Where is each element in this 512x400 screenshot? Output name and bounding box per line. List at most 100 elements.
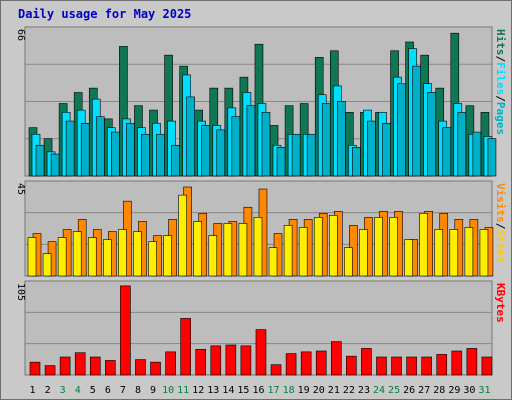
x-label-23: 23 <box>358 385 370 396</box>
bar-kbytes-26 <box>406 356 417 376</box>
x-label-31: 31 <box>478 385 490 396</box>
bar-kbytes-30 <box>466 348 478 376</box>
bar-kbytes-28 <box>436 354 448 376</box>
bar-kbytes-19 <box>300 351 312 376</box>
bar-sites-15 <box>238 223 248 277</box>
bar-sites-16 <box>253 217 263 277</box>
x-label-29: 29 <box>448 385 460 396</box>
legend-visits: Visits <box>494 183 507 223</box>
bar-kbytes-8 <box>135 359 146 376</box>
legend-kbytes: KBytes <box>494 283 507 323</box>
bar-kbytes-21 <box>330 341 342 376</box>
bar-pages-23 <box>367 120 376 177</box>
bar-sites-11 <box>178 194 187 277</box>
bar-kbytes-10 <box>165 351 176 376</box>
x-label-15: 15 <box>237 385 249 396</box>
bar-pages-20 <box>321 103 331 177</box>
bar-sites-27 <box>419 213 428 277</box>
bar-pages-2 <box>50 153 60 177</box>
bar-pages-28 <box>442 127 452 177</box>
bar-sites-22 <box>344 247 353 277</box>
x-label-8: 8 <box>135 385 141 396</box>
bar-sites-5 <box>87 237 97 277</box>
x-label-2: 2 <box>45 385 51 396</box>
x-label-25: 25 <box>388 385 400 396</box>
bar-pages-14 <box>231 116 241 177</box>
legend-hits: Hits <box>494 29 507 56</box>
bar-sites-19 <box>298 227 308 277</box>
bar-kbytes-5 <box>89 356 101 376</box>
bar-sites-9 <box>148 241 157 277</box>
bar-pages-4 <box>80 122 90 177</box>
x-label-19: 19 <box>298 385 310 396</box>
bar-kbytes-29 <box>451 350 463 376</box>
bar-pages-8 <box>141 133 150 177</box>
bar-sites-17 <box>268 247 278 277</box>
bar-kbytes-25 <box>391 356 402 376</box>
bar-pages-29 <box>457 111 467 177</box>
legend-sites: Sites <box>494 229 507 262</box>
legend-files: Files <box>494 62 507 95</box>
bar-kbytes-18 <box>285 353 297 376</box>
bar-pages-17 <box>276 147 286 177</box>
bar-sites-24 <box>374 217 383 277</box>
bar-pages-30 <box>472 131 482 177</box>
bar-kbytes-12 <box>195 348 207 376</box>
page-title: Daily usage for May 2025 <box>18 7 192 21</box>
bar-sites-21 <box>328 215 338 277</box>
bar-sites-18 <box>283 225 293 277</box>
x-label-10: 10 <box>162 385 174 396</box>
bar-pages-7 <box>126 122 135 177</box>
bar-sites-29 <box>449 229 459 277</box>
bar-sites-25 <box>389 217 398 277</box>
bar-pages-31 <box>487 138 497 177</box>
bar-kbytes-15 <box>240 345 252 376</box>
bar-sites-14 <box>223 223 233 277</box>
bar-sites-6 <box>103 239 112 277</box>
bar-pages-27 <box>427 92 436 177</box>
bar-kbytes-22 <box>346 355 357 376</box>
ymax-label-visits-sites: 45 <box>15 183 26 195</box>
bar-kbytes-1 <box>29 361 41 376</box>
bar-sites-13 <box>208 235 218 277</box>
bar-pages-13 <box>216 129 226 177</box>
x-label-27: 27 <box>418 385 430 396</box>
bar-kbytes-4 <box>74 352 86 376</box>
bar-pages-10 <box>171 144 180 177</box>
x-label-16: 16 <box>252 385 264 396</box>
bar-pages-16 <box>261 111 271 177</box>
x-label-30: 30 <box>463 385 475 396</box>
bar-kbytes-23 <box>361 348 372 376</box>
x-label-9: 9 <box>150 385 156 396</box>
bar-pages-18 <box>291 133 301 177</box>
x-label-14: 14 <box>222 385 234 396</box>
bar-sites-28 <box>434 229 444 277</box>
bar-kbytes-24 <box>376 356 387 376</box>
bar-kbytes-7 <box>120 285 131 376</box>
x-label-6: 6 <box>105 385 111 396</box>
bar-sites-3 <box>57 237 67 277</box>
bar-sites-20 <box>313 217 323 277</box>
bar-pages-9 <box>156 133 165 177</box>
legend-separator: / <box>494 56 507 63</box>
bar-sites-1 <box>27 237 37 277</box>
bar-sites-7 <box>118 229 127 277</box>
x-label-24: 24 <box>373 385 385 396</box>
bar-pages-15 <box>246 105 256 177</box>
x-label-21: 21 <box>328 385 340 396</box>
x-label-22: 22 <box>343 385 355 396</box>
x-label-17: 17 <box>268 385 280 396</box>
legend-separator: / <box>494 95 507 102</box>
bar-pages-24 <box>382 122 391 177</box>
x-label-20: 20 <box>313 385 325 396</box>
bar-pages-19 <box>306 133 316 177</box>
bar-pages-1 <box>35 144 45 177</box>
bar-kbytes-13 <box>210 345 222 376</box>
bar-pages-6 <box>111 131 120 177</box>
bar-pages-25 <box>397 83 406 177</box>
bar-kbytes-16 <box>255 329 267 376</box>
legend-kbytes: KBytes <box>494 283 507 323</box>
bar-sites-31 <box>479 229 489 277</box>
x-label-18: 18 <box>283 385 295 396</box>
ymax-label-kbytes: 105 <box>15 283 26 301</box>
